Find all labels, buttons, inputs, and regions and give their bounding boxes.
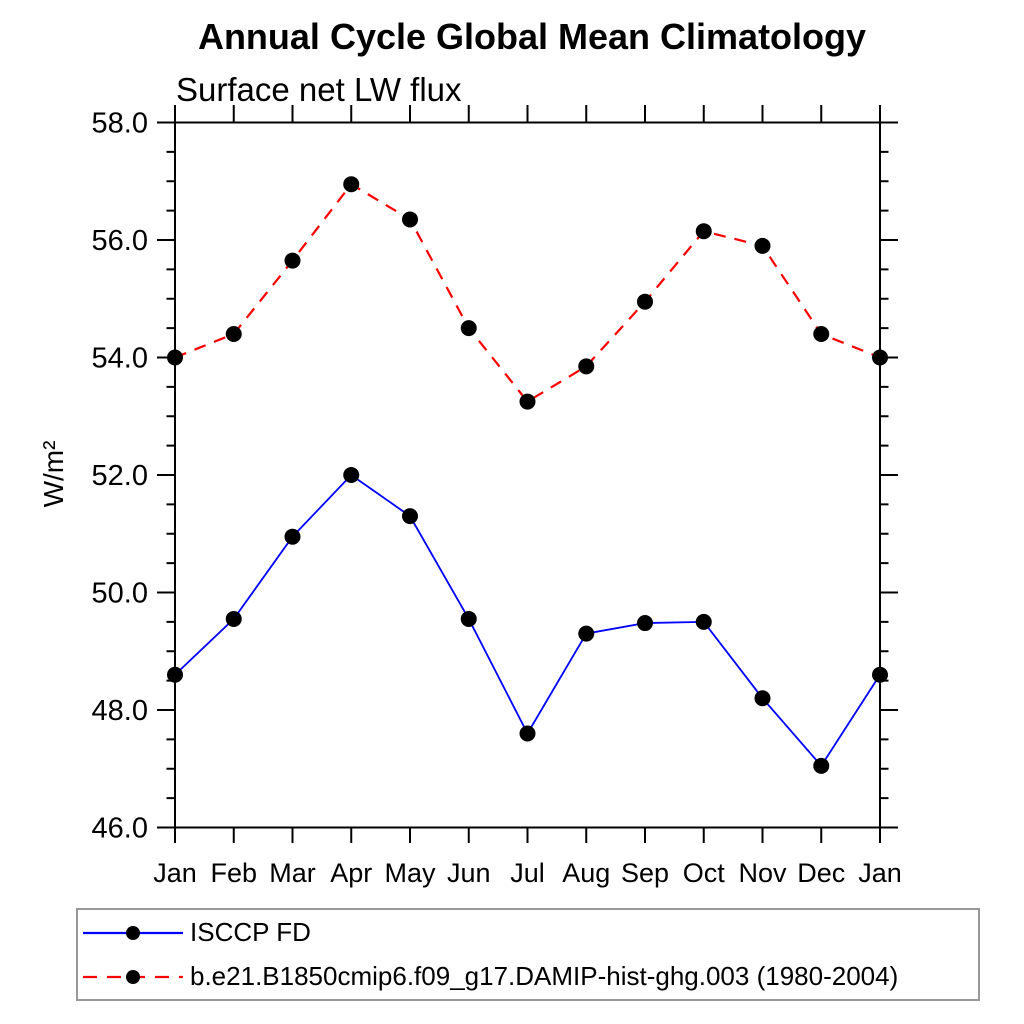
x-tick-label: Jul xyxy=(510,858,545,888)
data-point-marker xyxy=(343,176,360,193)
data-point-marker xyxy=(813,757,830,774)
data-point-marker xyxy=(402,211,418,228)
plot-frame xyxy=(174,121,881,829)
y-tick-label: 52.0 xyxy=(92,460,148,492)
data-point-marker xyxy=(225,326,242,342)
y-tick-label: 50.0 xyxy=(92,578,148,610)
data-point-marker xyxy=(695,613,712,630)
legend-solid-line-sample xyxy=(83,925,183,940)
data-point-marker xyxy=(872,349,888,366)
data-point-marker xyxy=(637,615,653,632)
x-tick-label: Jan xyxy=(153,858,197,888)
data-point-marker xyxy=(225,610,242,627)
data-point-marker xyxy=(402,508,418,525)
data-point-marker xyxy=(872,666,888,683)
x-tick-label: Aug xyxy=(562,858,610,888)
legend-entry-isccp-fd: ISCCP FD xyxy=(80,911,978,955)
data-point-marker xyxy=(167,349,183,366)
legend-label-isccp-fd: ISCCP FD xyxy=(190,917,311,947)
data-point-marker xyxy=(460,320,477,337)
data-point-marker xyxy=(695,223,712,240)
data-point-marker xyxy=(167,666,183,683)
series-1-dashed xyxy=(167,176,888,410)
chart-title: Annual Cycle Global Mean Climatology xyxy=(197,16,867,57)
legend-label-model-run: b.e21.B1850cmip6.f09_g17.DAMIP-hist-ghg.… xyxy=(190,961,899,991)
data-point-marker xyxy=(519,393,536,410)
x-tick-label: Nov xyxy=(738,858,787,888)
data-point-marker xyxy=(460,610,477,627)
data-point-marker xyxy=(284,252,301,269)
legend: ISCCP FD b.e21.B1850cmip6.f09_g17.DAMIP-… xyxy=(76,908,980,1001)
x-tick-label: Dec xyxy=(797,858,845,888)
y-tick-label: 58.0 xyxy=(92,108,148,140)
data-point-marker xyxy=(578,358,595,375)
data-point-marker xyxy=(754,690,771,707)
x-tick-label: Jan xyxy=(858,858,902,888)
data-point-marker xyxy=(578,625,595,642)
x-tick-label: Mar xyxy=(269,858,316,888)
legend-sample-marker xyxy=(126,925,140,940)
series-line xyxy=(174,473,881,768)
y-tick-label: 46.0 xyxy=(92,813,148,845)
data-point-marker xyxy=(637,293,653,310)
x-tick-label: Jun xyxy=(447,858,491,888)
x-tick-label: Feb xyxy=(210,858,257,888)
x-tick-label: May xyxy=(384,858,436,888)
y-tick-labels: 46.0 48.0 50.0 52.0 54.0 56.0 58.0 xyxy=(92,108,148,845)
legend-sample-marker xyxy=(126,969,140,984)
data-point-marker xyxy=(343,467,360,483)
chart-subtitle: Surface net LW flux xyxy=(176,71,462,108)
y-tick-label: 48.0 xyxy=(92,695,148,727)
legend-dashed-line-sample xyxy=(83,969,183,984)
data-point-marker xyxy=(519,725,536,742)
legend-entry-model-run: b.e21.B1850cmip6.f09_g17.DAMIP-hist-ghg.… xyxy=(80,955,978,999)
x-tick-label: Oct xyxy=(683,858,726,888)
data-point-marker xyxy=(754,237,771,254)
data-point-marker xyxy=(813,326,830,342)
y-tick-label: 56.0 xyxy=(92,225,148,257)
x-tick-label: Sep xyxy=(621,858,669,888)
x-tick-label: Apr xyxy=(330,858,372,888)
x-tick-labels: Jan Feb Mar Apr May Jun Jul Aug Sep Oct Nov Dec Jan xyxy=(153,858,902,888)
series-line xyxy=(174,182,881,404)
data-point-marker xyxy=(284,528,301,545)
series-0-solid xyxy=(167,467,888,774)
y-tick-label: 54.0 xyxy=(92,343,148,375)
